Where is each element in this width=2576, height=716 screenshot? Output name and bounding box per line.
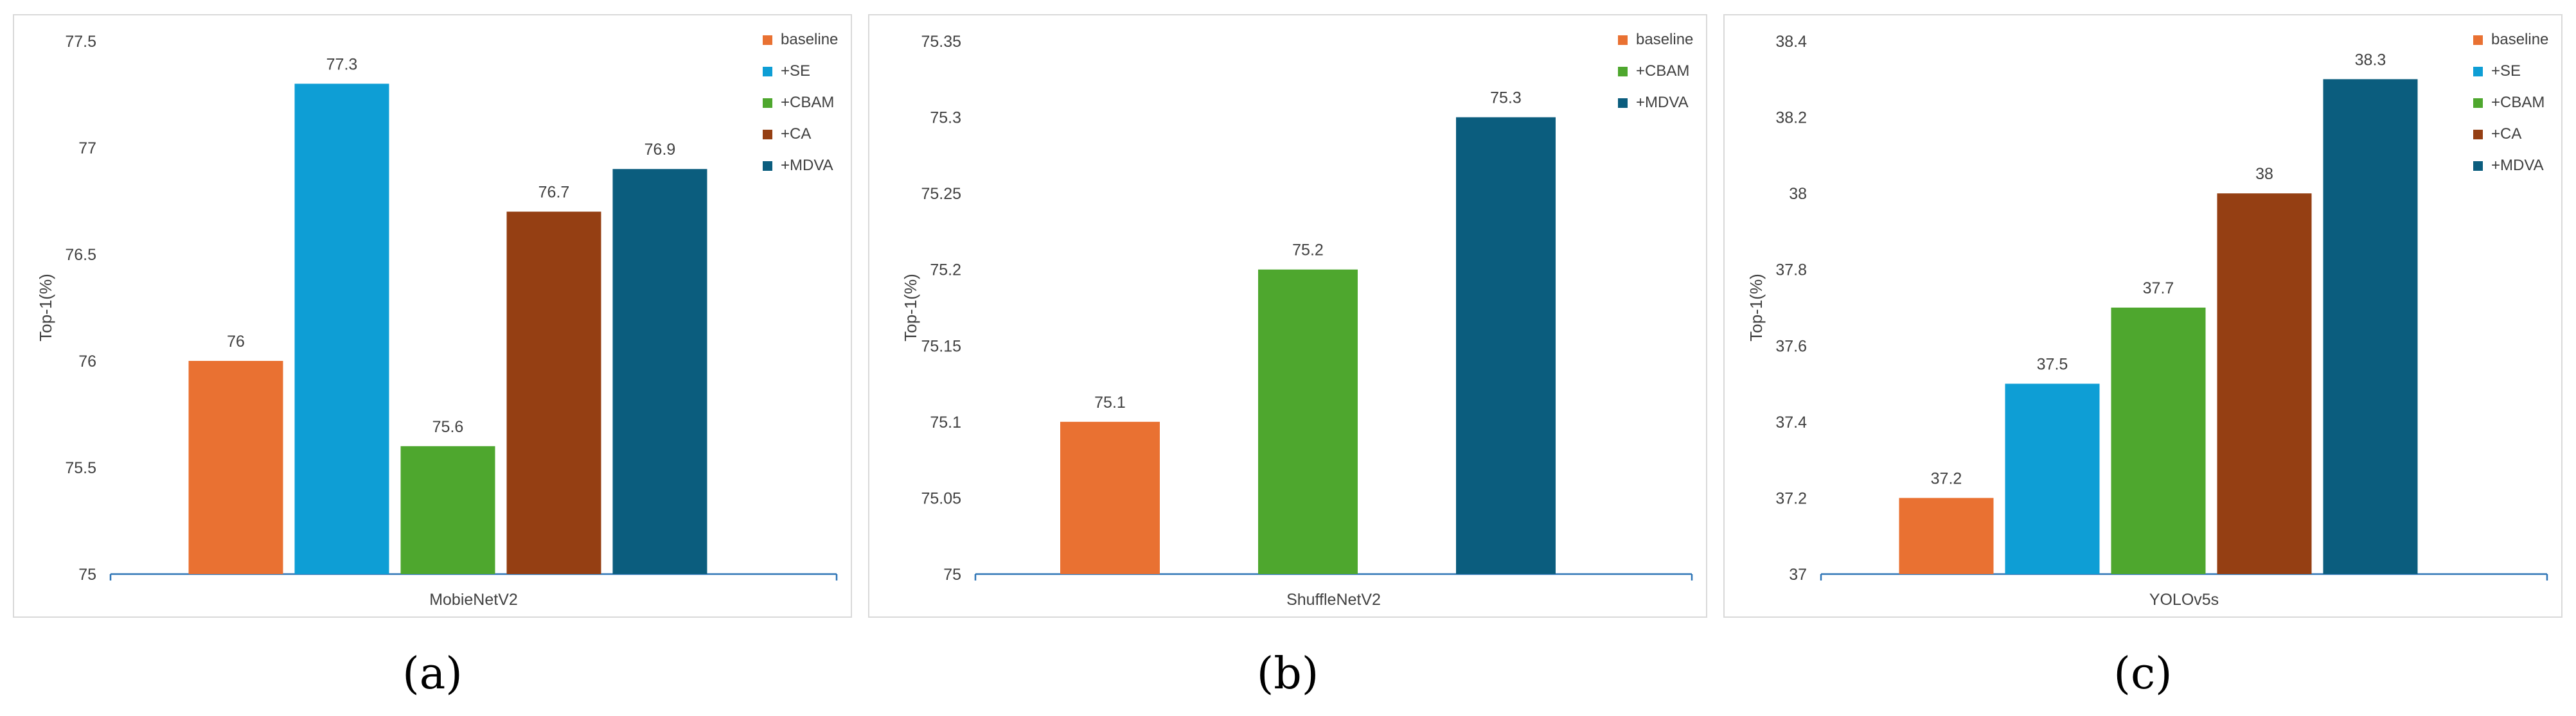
data-label: 37.5 <box>2037 356 2068 374</box>
legend-entry: +CA <box>781 125 811 143</box>
bar-baseline <box>188 361 283 574</box>
y-tick-label: 38.4 <box>1775 33 1807 51</box>
data-label: 75.6 <box>432 418 464 436</box>
y-tick-label: 37.2 <box>1775 489 1807 507</box>
bar-plus-se <box>2005 383 2100 574</box>
y-tick-label: 38 <box>1789 185 1807 203</box>
legend-entry: +CA <box>2491 125 2521 143</box>
legend-entry: +CBAM <box>1636 62 1689 80</box>
legend-swatch <box>763 98 772 108</box>
x-category-label: YOLOv5s <box>2149 591 2219 609</box>
y-tick-label: 75.2 <box>930 261 961 279</box>
bar-plus-mdva <box>2323 79 2418 575</box>
legend-swatch <box>763 161 772 171</box>
data-label: 77.3 <box>326 55 358 73</box>
y-tick-label: 75 <box>78 566 96 584</box>
data-label: 76 <box>227 333 245 351</box>
bar-plus-ca <box>2217 193 2312 575</box>
chart-panel-a: 75 75.5 76 76.5 77 77.5 Top-1(%) MobieNetV2 76 77… <box>13 14 852 618</box>
y-axis-title: Top-1(%) <box>1746 274 1766 341</box>
y-axis-title: Top-1(%) <box>36 274 55 341</box>
legend-entry: +SE <box>2491 62 2521 80</box>
bar-plus-mdva <box>612 169 707 574</box>
data-label: 75.2 <box>1292 241 1324 259</box>
data-label: 76.7 <box>538 184 570 202</box>
y-tick-label: 75.15 <box>921 337 961 355</box>
legend-entry: baseline <box>1636 31 1693 48</box>
y-tick-label: 76 <box>78 353 96 371</box>
y-tick-label: 77.5 <box>65 33 96 51</box>
chart-panel-c: 37 37.2 37.4 37.6 37.8 38 38.2 38.4 Top-1(%) YOLO… <box>1723 14 2563 618</box>
panel-label-b: (b) <box>1256 649 1319 699</box>
legend-entry: baseline <box>781 31 838 48</box>
legend-entry: +MDVA <box>781 157 833 174</box>
chart-panel-b: 75 75.05 75.1 75.15 75.2 75.25 75.3 75.35 Top-1(… <box>868 14 1707 618</box>
y-tick-label: 76.5 <box>65 246 96 264</box>
legend-entry: +SE <box>781 62 810 80</box>
legend-swatch <box>2473 98 2483 108</box>
y-tick-label: 75 <box>943 566 961 584</box>
legend-swatch <box>763 35 772 45</box>
bar-plus-cbam <box>1258 269 1358 574</box>
data-label: 75.3 <box>1490 89 1522 107</box>
legend-entry: +CBAM <box>781 94 834 111</box>
data-label: 37.2 <box>1931 469 1962 487</box>
chart-a-svg: 75 75.5 76 76.5 77 77.5 Top-1(%) MobieNetV2 76 77… <box>36 31 838 609</box>
y-tick-label: 38.2 <box>1775 109 1807 127</box>
bar-plus-mdva <box>1456 117 1556 575</box>
legend-swatch <box>2473 35 2483 45</box>
legend-entry: baseline <box>2491 31 2548 48</box>
y-tick-label: 37 <box>1789 566 1807 584</box>
panel-label-c: (c) <box>2113 649 2172 699</box>
bar-plus-cbam <box>2111 308 2206 574</box>
chart-b-svg: 75 75.05 75.1 75.15 75.2 75.25 75.3 75.35 Top-1(… <box>901 31 1693 609</box>
legend-swatch <box>1618 35 1628 45</box>
legend-entry: +MDVA <box>2491 157 2544 174</box>
y-tick-label: 75.5 <box>65 459 96 477</box>
bar-baseline <box>1060 421 1160 574</box>
data-label: 38.3 <box>2355 51 2386 69</box>
y-tick-label: 77 <box>78 139 96 157</box>
legend-swatch <box>763 67 772 76</box>
y-axis-title: Top-1(%) <box>901 274 920 341</box>
y-tick-label: 75.3 <box>930 109 961 127</box>
data-label: 37.7 <box>2143 279 2174 297</box>
panel-label-a: (a) <box>402 649 463 699</box>
legend-swatch <box>2473 67 2483 76</box>
legend-entry: +CBAM <box>2491 94 2545 111</box>
legend-swatch <box>2473 161 2483 171</box>
bar-plus-cbam <box>400 446 495 574</box>
legend-swatch <box>1618 98 1628 108</box>
data-label: 76.9 <box>644 141 676 159</box>
y-tick-label: 37.8 <box>1775 261 1807 279</box>
y-tick-label: 75.35 <box>921 33 961 51</box>
x-category-label: MobieNetV2 <box>429 591 518 609</box>
y-tick-label: 37.4 <box>1775 414 1807 432</box>
bar-plus-se <box>294 83 389 574</box>
data-label: 38 <box>2255 165 2273 183</box>
legend-swatch <box>1618 67 1628 76</box>
data-label: 75.1 <box>1094 394 1126 412</box>
x-category-label: ShuffleNetV2 <box>1286 591 1381 609</box>
bar-plus-ca <box>506 211 601 575</box>
y-tick-label: 37.6 <box>1775 337 1807 355</box>
chart-c-svg: 37 37.2 37.4 37.6 37.8 38 38.2 38.4 Top-1(%) YOLO… <box>1746 31 2548 609</box>
y-tick-label: 75.1 <box>930 414 961 432</box>
y-tick-label: 75.05 <box>921 489 961 507</box>
legend-swatch <box>763 130 772 139</box>
legend-entry: +MDVA <box>1636 94 1689 111</box>
y-tick-label: 75.25 <box>921 185 961 203</box>
legend-swatch <box>2473 130 2483 139</box>
bar-baseline <box>1899 498 1994 574</box>
